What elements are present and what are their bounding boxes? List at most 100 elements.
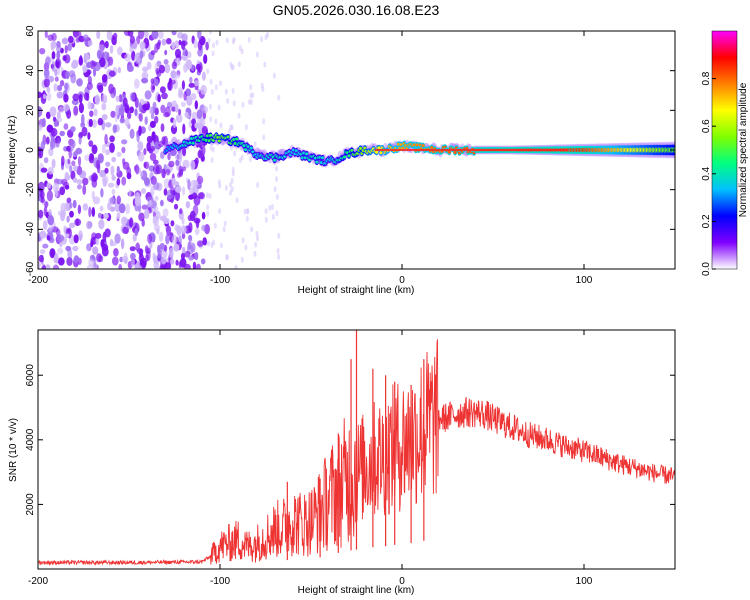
noise-cell <box>171 106 177 112</box>
colorbar-tick-label: 0.0 <box>701 262 712 276</box>
signal-ridge <box>554 149 557 151</box>
noise-cell <box>89 110 94 117</box>
noise-cell <box>93 256 97 267</box>
noise-cell <box>263 61 267 68</box>
noise-cell <box>235 197 239 204</box>
noise-cell <box>59 130 65 137</box>
noise-cell <box>65 71 70 80</box>
noise-cell <box>178 235 182 246</box>
noise-cell <box>212 239 216 246</box>
noise-cell <box>249 84 253 91</box>
noise-cell <box>103 212 109 220</box>
noise-cell <box>71 160 76 167</box>
noise-cell <box>55 58 62 69</box>
noise-cell <box>223 220 227 227</box>
noise-cell <box>197 150 203 159</box>
signal-core <box>342 155 347 159</box>
snr-panel: -200 -100 0 100 2000 4000 6000 Height of strai… <box>8 329 676 596</box>
signal-ridge <box>518 149 521 151</box>
noise-cell <box>142 66 149 73</box>
colorbar-tick-label: 0.6 <box>701 119 712 133</box>
signal-ridge <box>458 149 461 151</box>
y-tick-label: 20 <box>25 104 36 116</box>
signal-core <box>242 144 246 148</box>
signal-ridge <box>549 149 552 151</box>
noise-cell <box>134 195 142 207</box>
noise-cell <box>56 50 61 59</box>
noise-cell <box>247 36 251 43</box>
noise-cell <box>168 247 174 259</box>
noise-cell <box>110 241 117 247</box>
spectrogram-xlabel: Height of straight line (km) <box>298 285 415 296</box>
noise-cell <box>139 171 144 177</box>
noise-cell <box>160 199 164 207</box>
noise-cell <box>119 117 126 124</box>
noise-cell <box>193 217 201 224</box>
noise-cell <box>82 184 87 195</box>
signal-core <box>377 146 381 150</box>
noise-cell <box>276 248 280 254</box>
noise-cell <box>45 264 51 269</box>
noise-cell <box>82 65 88 73</box>
signal-ridge <box>494 149 497 151</box>
noise-cell <box>190 93 197 101</box>
noise-cell <box>249 92 253 99</box>
noise-cell <box>152 252 156 261</box>
noise-cell <box>66 256 73 266</box>
noise-cell <box>230 186 234 192</box>
noise-cell <box>63 225 67 233</box>
signal-ridge <box>398 149 401 151</box>
x-tick-label: 0 <box>399 576 405 587</box>
y-tick-label: 60 <box>25 25 36 37</box>
signal-core <box>233 142 237 145</box>
x-tick-label: 100 <box>576 275 593 286</box>
signal-ridge <box>536 149 539 151</box>
noise-cell <box>138 212 145 222</box>
noise-cell <box>210 157 214 164</box>
colorbar-tick-label: 0.4 <box>701 166 712 180</box>
signal-core <box>319 161 323 165</box>
noise-cell <box>243 208 247 215</box>
noise-cell <box>118 263 123 269</box>
noise-cell <box>158 64 165 74</box>
noise-cell <box>262 118 266 125</box>
noise-cell <box>78 93 83 104</box>
noise-cell <box>198 192 205 200</box>
noise-cell <box>78 31 82 39</box>
noise-cell <box>182 159 190 169</box>
noise-cell <box>240 256 244 263</box>
noise-cell <box>190 242 196 253</box>
noise-cell <box>68 70 76 78</box>
signal-ridge <box>538 149 541 151</box>
noise-cell <box>43 78 50 88</box>
noise-cell <box>152 101 157 110</box>
signal-ridge <box>400 149 403 151</box>
noise-cell <box>184 111 189 118</box>
noise-cell <box>139 41 146 50</box>
noise-cell <box>161 92 168 100</box>
signal-ridge <box>394 149 397 151</box>
noise-cell <box>241 237 245 244</box>
noise-cell <box>160 123 165 132</box>
noise-cell <box>196 240 204 247</box>
noise-cell <box>205 41 209 51</box>
noise-cell <box>175 113 183 124</box>
noise-cell <box>194 252 199 261</box>
noise-cell <box>46 190 54 202</box>
noise-cell <box>101 114 108 121</box>
noise-cell <box>208 103 212 110</box>
colorbar-gradient <box>711 30 738 270</box>
noise-cell <box>122 158 126 166</box>
noise-cell <box>213 222 217 229</box>
noise-cell <box>229 144 233 151</box>
signal-ridge <box>411 149 414 151</box>
noise-cell <box>105 161 111 167</box>
signal-core <box>273 158 277 162</box>
noise-cell <box>188 234 193 241</box>
noise-cell <box>198 122 203 129</box>
noise-cell <box>174 40 180 49</box>
noise-cell <box>189 76 193 84</box>
noise-cell <box>76 184 82 190</box>
signal-core <box>204 138 208 142</box>
noise-cell <box>121 216 128 226</box>
